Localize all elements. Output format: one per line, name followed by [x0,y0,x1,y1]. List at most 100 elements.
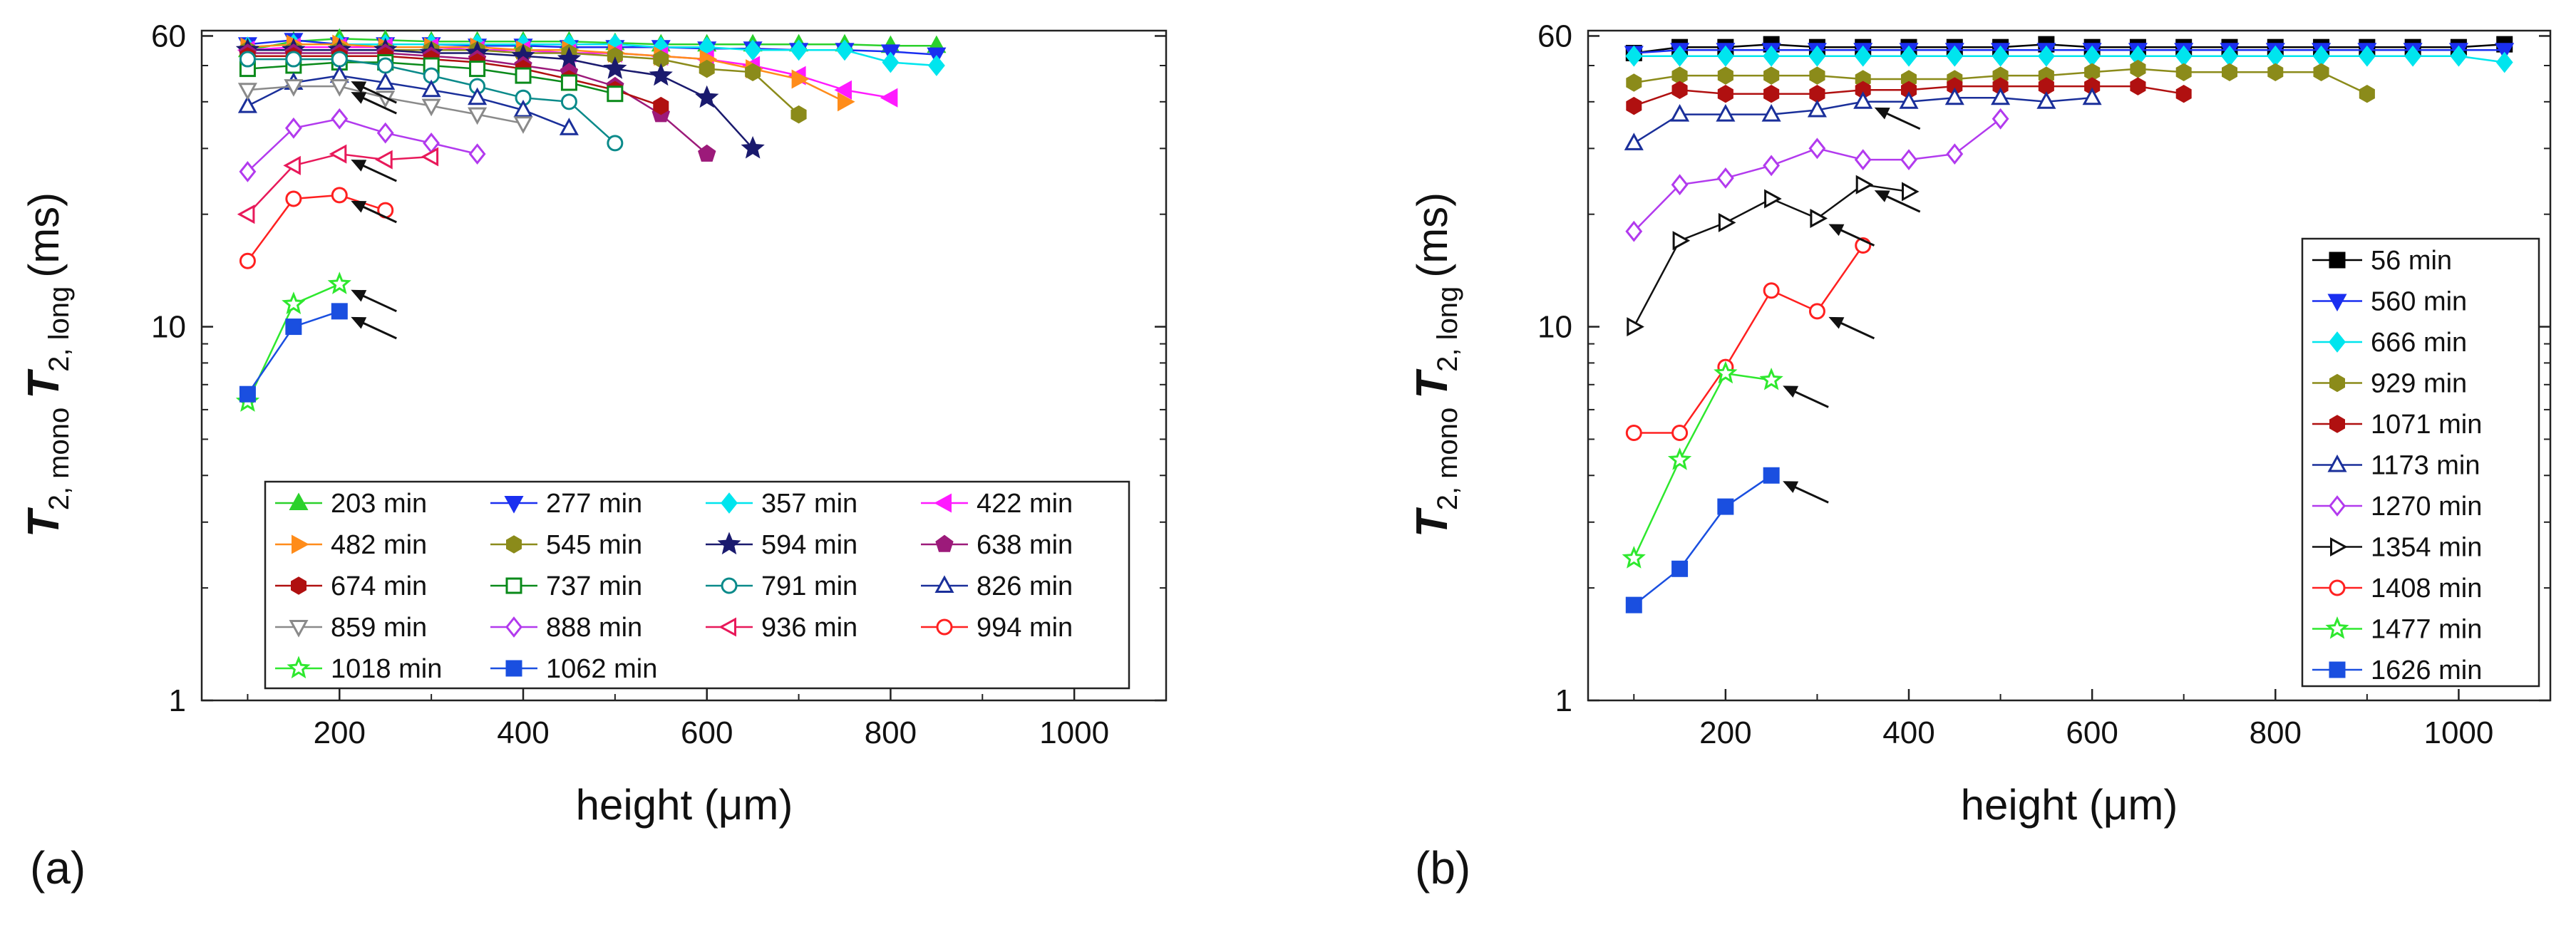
legend-label: 929 min [2371,369,2467,399]
series-1477-min [1622,361,1783,569]
data-point [1809,66,1825,85]
legend-entry-1071-min: 1071 min [2312,410,2482,440]
legend-label: 1173 min [2371,451,2480,481]
data-point [375,150,393,170]
y-axis-symbol: T [19,368,68,399]
legend-label: 666 min [2371,328,2467,358]
data-point [1763,282,1780,299]
series-666-min [1625,45,2513,73]
data-point [1759,367,1783,390]
arrow-shaft [1791,389,1829,408]
data-point [1624,133,1644,150]
legend-label: 1354 min [2371,533,2482,563]
series-1626-min [1625,467,1780,613]
legend-label: 638 min [977,530,1073,560]
data-point [1763,155,1781,177]
arrow-shaft [359,204,397,224]
data-point [559,118,579,135]
legend-marker [2329,579,2346,596]
panel-label: (b) [1415,842,1470,894]
data-point [513,99,533,118]
annotation-arrow [351,160,397,182]
legend-label: 994 min [977,613,1073,643]
legend-label: 1018 min [331,654,442,684]
legend-entry-888-min: 888 min [490,613,642,643]
data-point [2222,63,2237,82]
legend-marker [2327,454,2347,472]
data-point [327,271,351,294]
data-point [791,69,810,89]
arrow-shaft [359,84,397,104]
legend-entry-482-min: 482 min [275,530,427,560]
data-point [1625,596,1642,613]
data-point [2313,63,2329,82]
data-point [1808,138,1826,160]
legend-marker [505,577,522,594]
data-point [880,88,898,108]
legend-entry-994-min: 994 min [921,613,1073,643]
data-point [1717,498,1734,515]
legend-label: 357 min [761,489,857,519]
series-929-min [1626,59,2375,103]
data-point [282,291,306,314]
data-point [2404,45,2422,67]
legend-label: 674 min [331,571,427,601]
legend-label: 1626 min [2371,656,2482,685]
data-point [1671,45,1689,67]
data-point [745,63,761,82]
data-point [376,122,394,144]
data-point [1714,361,1738,384]
data-point [1716,45,1734,67]
legend-marker [2329,373,2345,393]
series-line [247,43,937,67]
legend-marker [287,656,311,679]
x-tick-label: 600 [681,715,733,750]
legend-entry-1626-min: 1626 min [2312,656,2482,685]
arrow-head [351,289,367,302]
legend-label: 1062 min [546,654,657,684]
data-point [741,135,765,159]
data-point [285,51,302,68]
data-point [331,303,348,320]
data-point [284,117,302,139]
data-point [1900,149,1917,171]
series-line [247,38,937,51]
legend-entry-1173-min: 1173 min [2312,451,2480,481]
annotation-arrow [1783,481,1829,504]
x-tick-label: 1000 [2423,715,2493,750]
data-point [1667,447,1692,470]
legend-marker [506,535,522,554]
data-point [1716,167,1734,189]
legend-entry-277-min: 277 min [490,489,642,519]
legend-label: 277 min [546,489,642,519]
data-point [1626,96,1642,115]
arrow-head [351,200,367,213]
arrow-head [351,160,367,172]
legend-entry-666-min: 666 min [2312,328,2467,358]
data-point [421,79,441,98]
panel-b: 200 400 600 800 1000 1 10 60 56 min 560 min 666 m… [1408,19,2552,894]
legend-label: 936 min [761,613,857,643]
data-point [1810,208,1828,229]
data-point [1716,103,1736,122]
data-point [603,56,627,79]
arrow-shaft [1836,227,1875,247]
data-point [284,79,304,97]
legend-marker [717,532,741,555]
arrow-head [1874,190,1890,202]
data-point [560,74,577,91]
series-line [247,118,478,172]
data-point [790,105,807,124]
y-axis-unit: (ms) [20,192,68,278]
legend-label: 545 min [546,530,642,560]
data-point [1672,231,1691,251]
arrow-head [351,316,367,329]
data-point [695,85,719,108]
data-point [607,86,624,103]
y-axis-subscript: 2, long [1432,286,1463,372]
y-axis-symbol: T [19,507,68,537]
arrow-head [1783,385,1799,398]
series-line [247,55,661,107]
data-point [838,92,855,112]
series-1408-min [1625,237,1872,441]
